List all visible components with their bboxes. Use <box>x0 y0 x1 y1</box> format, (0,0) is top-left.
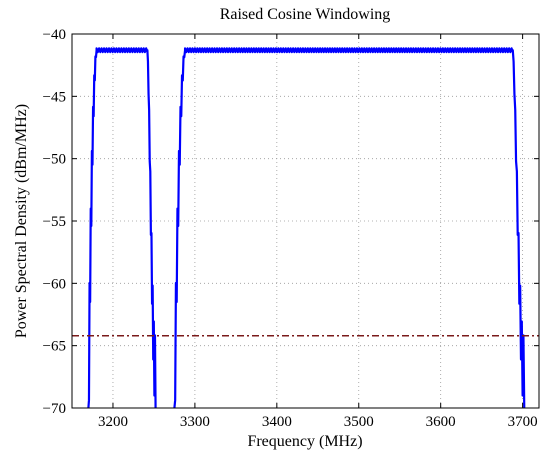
x-tick-label: 3700 <box>508 414 538 430</box>
axis-ticks: 3200 3300 3400 3500 3600 3700 −70 −65 −60 −55 −50 −… <box>43 27 539 430</box>
y-tick-label: −70 <box>43 401 66 417</box>
x-axis-label: Frequency (MHz) <box>247 433 362 450</box>
x-tick-label: 3400 <box>262 414 292 430</box>
chart-title: Raised Cosine Windowing <box>220 6 391 23</box>
series-layer <box>72 47 539 408</box>
x-tick-label: 3200 <box>98 414 128 430</box>
y-tick-label: −65 <box>43 339 66 355</box>
y-tick-label: −45 <box>43 89 66 105</box>
psd-series-line <box>87 47 526 408</box>
y-tick-label: −55 <box>43 214 66 230</box>
y-tick-label: −60 <box>43 276 66 292</box>
y-tick-label: −40 <box>43 27 66 43</box>
x-tick-label: 3600 <box>426 414 456 430</box>
y-axis-label: Power Spectral Density (dBm/MHz) <box>13 104 30 338</box>
y-tick-label: −50 <box>43 152 66 168</box>
x-tick-label: 3300 <box>180 414 210 430</box>
x-tick-label: 3500 <box>344 414 374 430</box>
